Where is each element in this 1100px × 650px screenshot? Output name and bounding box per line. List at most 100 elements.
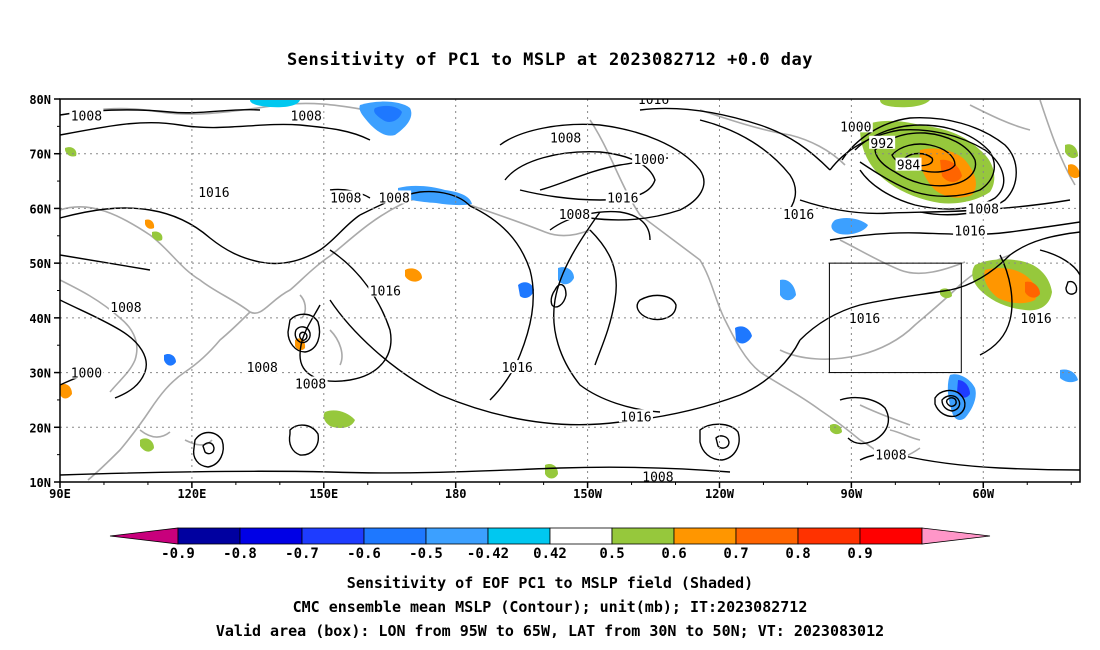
colorbar-label: -0.7 <box>285 546 319 562</box>
contour-label: 1008 <box>247 361 278 376</box>
caption-line-1: Sensitivity of EOF PC1 to MSLP field (Sh… <box>346 574 754 592</box>
colorbar-label: 0.42 <box>533 546 567 562</box>
contour-label-bg <box>500 360 535 374</box>
contour-label-bg <box>69 365 104 379</box>
contour-label-bg <box>966 201 1001 215</box>
contour-label: 1008 <box>875 449 906 464</box>
colorbar-segment <box>425 527 489 545</box>
colorbar-label: -0.5 <box>409 546 443 562</box>
contour-label: 1016 <box>620 410 651 425</box>
contour-label-bg <box>1019 310 1054 324</box>
contour-label-bg <box>108 299 143 313</box>
colorbar-label: -0.8 <box>223 546 257 562</box>
contour-label-bg <box>328 190 363 204</box>
caption-line-3: Valid area (box): LON from 95W to 65W, L… <box>215 622 885 640</box>
contour-label-bg <box>895 157 922 171</box>
lat-tick-label: 70N <box>29 148 51 162</box>
contour-label-bg <box>953 223 988 237</box>
contour-label-bg <box>873 447 908 461</box>
colorbar-label: -0.42 <box>467 546 509 562</box>
lon-tick-label: 90E <box>49 487 71 501</box>
contour-label: 1016 <box>502 361 533 376</box>
contour-label: 1000 <box>840 120 871 135</box>
contour-label-bg <box>640 469 675 482</box>
colorbar-label: 0.7 <box>723 546 748 562</box>
contour-label-bg <box>618 409 653 423</box>
colorbar-segment <box>549 527 613 545</box>
colorbar-segment <box>363 527 427 545</box>
lat-tick-label: 50N <box>29 257 51 271</box>
contour-label-bg <box>289 108 324 122</box>
contour-label-bg <box>548 130 583 144</box>
colorbar-segment <box>487 527 551 545</box>
colorbar-label: -0.6 <box>347 546 381 562</box>
contour-label: 1008 <box>559 208 590 223</box>
contour-label: 992 <box>870 137 893 152</box>
lat-tick-label: 40N <box>29 312 51 326</box>
contour-label-bg <box>196 185 231 199</box>
contour-label-bg <box>377 190 412 204</box>
contour-label: 1008 <box>330 191 361 206</box>
contour-label-bg <box>245 360 280 374</box>
colorbar-segment <box>673 527 737 545</box>
colorbar-segment <box>239 527 303 545</box>
contour-label: 1008 <box>968 202 999 217</box>
contour-label-bg <box>557 206 592 220</box>
contour-label-bg <box>368 283 403 297</box>
contour-label: 1008 <box>642 471 673 486</box>
contour-label-bg <box>781 206 816 220</box>
contour-label: 1008 <box>110 301 141 316</box>
contour-label: 1008 <box>378 191 409 206</box>
contour-labels: 1008 1008 1016 1008 1008 1008 1016 1000 1016 1008… <box>69 93 1054 486</box>
colorbar-label: 0.6 <box>661 546 686 562</box>
lat-tick-label: 80N <box>29 93 51 107</box>
valid-area-box <box>828 262 962 374</box>
contour-label: 1000 <box>633 153 664 168</box>
colorbar-label: -0.9 <box>161 546 195 562</box>
contour-label-bg <box>847 310 882 324</box>
lon-tick-label: 150E <box>309 487 338 501</box>
caption-line-2: CMC ensemble mean MSLP (Contour); unit(m… <box>292 598 808 616</box>
lat-tick-label: 10N <box>29 476 51 490</box>
contour-label: 1016 <box>638 93 669 108</box>
contour-label-bg <box>293 376 328 390</box>
colorbar-low-triangle <box>109 527 179 545</box>
contour-label: 1008 <box>295 378 326 393</box>
colorbar-segment <box>301 527 365 545</box>
contour-label-bg <box>632 152 667 166</box>
colorbar-segment <box>735 527 799 545</box>
contour-label: 984 <box>897 159 921 174</box>
colorbar-segment <box>177 527 241 545</box>
contour-label: 1016 <box>370 285 401 300</box>
lon-tick-label: 120E <box>177 487 206 501</box>
colorbar-label: 0.5 <box>599 546 624 562</box>
contour-label-bg <box>605 190 640 204</box>
contour-label: 1016 <box>607 191 638 206</box>
colorbar-segment <box>859 527 923 545</box>
contour-label: 1008 <box>71 109 102 124</box>
lon-tick-label: 60W <box>972 487 994 501</box>
chart-title: Sensitivity of PC1 to MSLP at 2023082712… <box>286 50 813 70</box>
lon-tick-label: 180 <box>445 487 467 501</box>
contour-label-bg <box>636 99 671 105</box>
colorbar-segment <box>797 527 861 545</box>
contour-label: 1016 <box>849 312 880 327</box>
lon-tick-label: 120W <box>705 487 735 501</box>
contour-label: 1008 <box>550 131 581 146</box>
contour-label: 1016 <box>198 186 229 201</box>
colorbar-segment <box>611 527 675 545</box>
contour-label: 1008 <box>291 109 322 124</box>
contour-label-bg <box>838 119 873 133</box>
lat-tick-label: 60N <box>29 202 51 216</box>
contour-label: 1016 <box>954 224 985 239</box>
colorbar: -0.9 -0.8 -0.7 -0.6 -0.5 -0.42 0.42 0.5 0.6 0.7 0.… <box>109 527 991 562</box>
contour-label-bg <box>69 108 104 122</box>
colorbar-label: 0.8 <box>785 546 810 562</box>
contour-label: 1016 <box>783 208 814 223</box>
contour-label: 1016 <box>1020 312 1051 327</box>
lon-tick-label: 90W <box>841 487 863 501</box>
lon-tick-label: 150W <box>573 487 603 501</box>
lat-tick-label: 30N <box>29 367 51 381</box>
